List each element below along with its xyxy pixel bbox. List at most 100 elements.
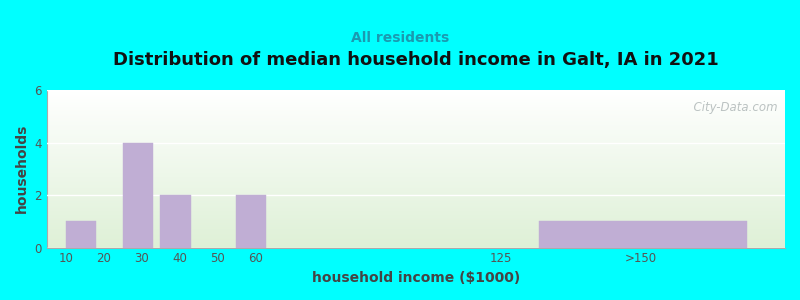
Bar [47,140,785,141]
Bar [47,204,785,205]
Bar [47,195,785,196]
Bar [47,231,785,232]
Bar [47,225,785,226]
Bar [47,115,785,116]
Bar [47,95,785,96]
Bar [47,124,785,125]
Bar [47,175,785,176]
Bar [47,190,785,191]
Bar [47,90,785,91]
Bar [47,234,785,235]
Bar [47,191,785,192]
Bar [47,141,785,142]
Bar [47,94,785,95]
Bar [47,125,785,126]
Bar [47,200,785,201]
Text: City-Data.com: City-Data.com [686,101,778,114]
Bar [47,131,785,132]
Bar [47,109,785,110]
Bar [47,186,785,187]
Bar [47,130,785,131]
Bar [47,156,785,157]
Bar [47,214,785,215]
Bar [47,221,785,222]
Bar [47,113,785,114]
Bar [47,144,785,145]
Bar [47,118,785,119]
Bar [47,203,785,204]
Bar [47,169,785,170]
Bar [47,202,785,203]
Bar [47,239,785,240]
Bar [47,170,785,171]
Bar [47,224,785,225]
Bar [47,101,785,102]
Bar [47,128,785,129]
Bar [47,215,785,216]
Bar [47,161,785,162]
Bar [47,92,785,93]
Bar [47,133,785,134]
Bar [47,148,785,149]
Bar [47,100,785,101]
Bar [47,222,785,223]
Bar [47,150,785,151]
Bar [47,155,785,156]
Bar [47,192,785,193]
Bar [47,151,785,152]
Bar [47,209,785,210]
Bar [47,185,785,186]
Bar [47,207,785,208]
Bar [47,138,785,139]
Bar [47,93,785,94]
Bar [47,160,785,161]
Bar [47,167,785,168]
Bar [47,102,785,103]
Bar [47,132,785,133]
Bar [47,242,785,243]
Bar [47,137,785,138]
Bar [47,199,785,200]
Bar [47,183,785,184]
Bar [47,117,785,118]
Bar [47,164,785,165]
Bar [47,165,785,166]
Bar [47,232,785,233]
Bar [47,201,785,202]
Bar [47,245,785,246]
Bar [47,180,785,181]
Text: All residents: All residents [351,32,449,46]
Bar [47,238,785,239]
Bar [47,142,785,143]
Bar [47,154,785,155]
Bar [47,181,785,182]
Bar [47,220,785,221]
Bar [47,241,785,242]
Bar [47,219,785,220]
Bar [47,166,785,167]
Bar [47,149,785,150]
Bar [47,240,785,241]
Y-axis label: households: households [15,124,29,214]
Bar [47,233,785,234]
Bar [47,173,785,174]
Bar [47,243,785,244]
Bar [47,97,785,98]
Bar [47,152,785,153]
Bar [47,178,785,179]
Bar [47,212,785,213]
Bar [47,188,785,189]
Bar [47,114,785,115]
Bar [47,193,785,194]
Bar [47,162,785,163]
Bar [47,174,785,175]
Bar [47,246,785,247]
Bar [47,123,785,124]
Bar [47,176,785,177]
Bar [47,205,785,206]
Bar [47,110,785,111]
Bar [47,196,785,197]
Bar [47,103,785,104]
Bar [122,142,153,248]
Bar [47,112,785,113]
